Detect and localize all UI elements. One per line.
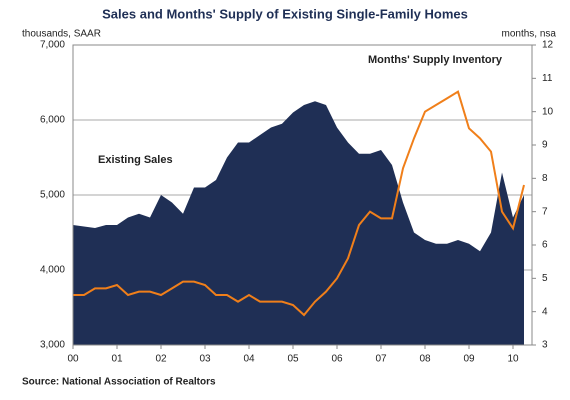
source: Source: National Association of Realtors xyxy=(22,377,216,388)
y-axis-label: thousands, SAAR xyxy=(22,29,101,40)
y2-tick-label: 12 xyxy=(542,40,554,51)
x-tick-label: 09 xyxy=(463,354,475,365)
area xyxy=(73,101,524,345)
series-label: Existing Sales xyxy=(98,154,173,166)
x-tick-label: 02 xyxy=(155,354,167,365)
y-tick-label: 7,000 xyxy=(40,40,65,51)
y2-tick-label: 8 xyxy=(542,173,548,184)
y2-tick-label: 3 xyxy=(542,340,548,351)
y2-tick-label: 11 xyxy=(542,73,553,84)
chart-title: Sales and Months' Supply of Existing Sin… xyxy=(102,6,468,21)
y2-tick-label: 7 xyxy=(542,206,548,217)
x-tick-label: 08 xyxy=(419,354,431,365)
x-tick-label: 00 xyxy=(67,354,79,365)
y2-axis-label: months, nsa xyxy=(502,29,557,40)
y-tick-label: 3,000 xyxy=(40,340,65,351)
y-tick-label: 6,000 xyxy=(40,115,65,126)
y-tick-label: 4,000 xyxy=(40,265,65,276)
x-tick-label: 07 xyxy=(375,354,387,365)
x-tick-label: 04 xyxy=(243,354,255,365)
y-tick-label: 5,000 xyxy=(40,190,65,201)
y2-tick-label: 5 xyxy=(542,273,548,284)
y2-tick-label: 6 xyxy=(542,240,548,251)
plot-border xyxy=(72,44,533,346)
x-tick-label: 06 xyxy=(331,354,343,365)
x-tick-label: 10 xyxy=(507,354,519,365)
line xyxy=(73,90,525,317)
x-tick-label: 01 xyxy=(111,354,123,365)
x-tick-label: 05 xyxy=(287,354,299,365)
x-tick-label: 03 xyxy=(199,354,211,365)
series-label: Months' Supply Inventory xyxy=(368,54,503,66)
y2-tick-label: 9 xyxy=(542,140,548,151)
y2-tick-label: 10 xyxy=(542,106,554,117)
y2-tick-label: 4 xyxy=(542,306,548,317)
